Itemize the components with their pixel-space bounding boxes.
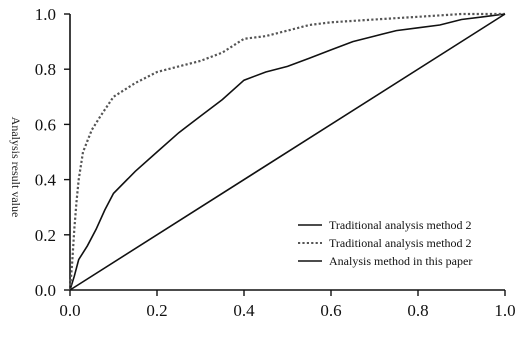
legend-label-1: Traditional analysis method 2 bbox=[329, 218, 472, 232]
x-tick-label: 0.2 bbox=[146, 301, 167, 320]
x-tick-label: 0.0 bbox=[59, 301, 80, 320]
x-tick-label: 0.8 bbox=[407, 301, 428, 320]
x-tick-label: 0.4 bbox=[233, 301, 255, 320]
x-tick-label: 0.6 bbox=[320, 301, 341, 320]
y-tick-label: 0.6 bbox=[35, 115, 56, 134]
series-line-3 bbox=[69, 13, 506, 291]
legend: Traditional analysis method 2 Traditional… bbox=[298, 218, 472, 268]
y-axis-title: Analysis result value bbox=[9, 117, 23, 218]
y-tick-label: 0.2 bbox=[35, 226, 56, 245]
ticks: 0.0 0.2 0.4 0.6 0.8 1.0 0.0 0.2 0.4 0.6 0.8 1.0 bbox=[35, 5, 516, 320]
y-tick-label: 1.0 bbox=[35, 5, 56, 24]
y-tick-label: 0.0 bbox=[35, 281, 56, 300]
legend-label-2: Traditional analysis method 2 bbox=[329, 236, 472, 250]
axes bbox=[69, 14, 505, 291]
y-tick-label: 0.8 bbox=[35, 60, 56, 79]
series-line-2 bbox=[68, 12, 505, 291]
legend-label-3: Analysis method in this paper bbox=[329, 254, 472, 268]
x-tick-label: 1.0 bbox=[494, 301, 515, 320]
series-line-1 bbox=[69, 13, 506, 291]
y-tick-label: 0.4 bbox=[35, 171, 57, 190]
series-group bbox=[68, 12, 506, 291]
